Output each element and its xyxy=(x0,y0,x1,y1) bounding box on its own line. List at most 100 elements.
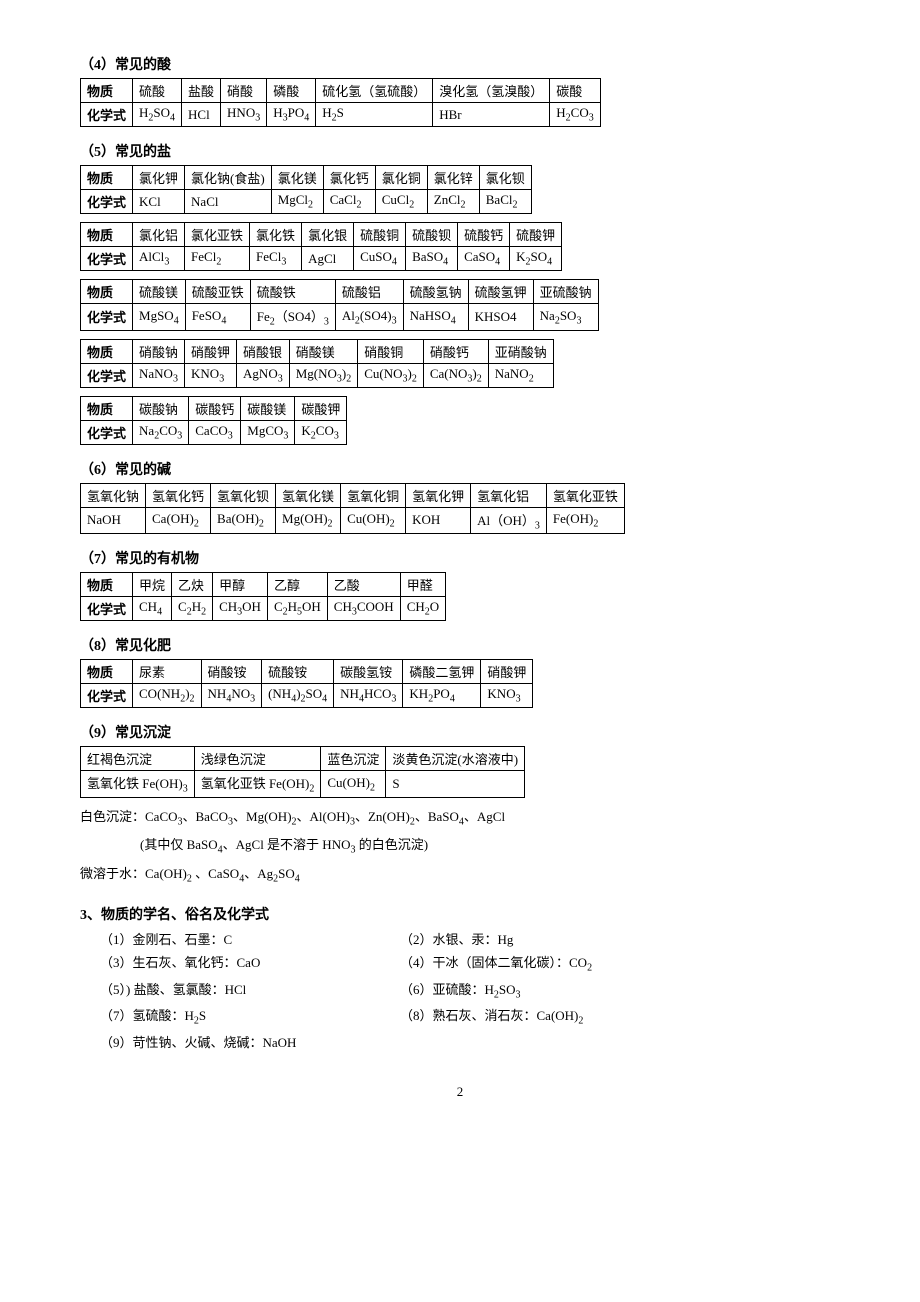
substance-name: 甲醛 xyxy=(400,573,445,597)
substance-name: 氢氧化钡 xyxy=(211,483,276,507)
chemical-formula: NaOH xyxy=(81,507,146,534)
row-head: 物质 xyxy=(81,223,133,247)
substance-name: 硫酸铝 xyxy=(335,280,403,304)
precipitate-formula: Cu(OH)2 xyxy=(321,771,386,798)
substance-name: 氢氧化钙 xyxy=(146,483,211,507)
row-head: 化学式 xyxy=(81,304,133,331)
names-left: （9）苛性钠、火碱、烧碱：NaOH xyxy=(80,1031,400,1054)
row-head: 物质 xyxy=(81,166,133,190)
row-head: 物质 xyxy=(81,339,133,363)
row-head: 物质 xyxy=(81,79,133,103)
row-head: 物质 xyxy=(81,573,133,597)
section5-table-3: 物质硝酸钠硝酸钾硝酸银硝酸镁硝酸铜硝酸钙亚硝酸钠化学式NaNO3KNO3AgNO… xyxy=(80,339,554,388)
section7-table: 物质甲烷乙炔甲醇乙醇乙酸甲醛化学式CH4C2H2CH3OHC2H5OHCH3CO… xyxy=(80,572,446,621)
section8-title: （8）常见化肥 xyxy=(80,635,840,655)
substance-name: 氯化银 xyxy=(302,223,354,247)
row-head: 物质 xyxy=(81,660,133,684)
substance-name: 硝酸钾 xyxy=(185,339,237,363)
chemical-formula: C2H2 xyxy=(172,597,213,621)
chemical-formula: Fe2（SO4）3 xyxy=(250,304,335,331)
chemical-formula: Al（OH）3 xyxy=(471,507,547,534)
chemical-formula: FeCl3 xyxy=(250,247,302,271)
substance-name: 硫酸钡 xyxy=(406,223,458,247)
names-row: （1）金刚石、石墨：C（2）水银、汞：Hg xyxy=(80,928,840,951)
substance-name: 乙炔 xyxy=(172,573,213,597)
white-precipitate-line: 白色沉淀：CaCO3、BaCO3、Mg(OH)2、Al(OH)3、Zn(OH)2… xyxy=(80,806,840,831)
substance-name: 氯化铁 xyxy=(250,223,302,247)
row-head: 化学式 xyxy=(81,597,133,621)
chemical-formula: CO(NH2)2 xyxy=(133,684,202,708)
names-row: （5）) 盐酸、氢氯酸：HCl（6）亚硫酸：H2SO3 xyxy=(80,978,840,1005)
chemical-formula: CaCl2 xyxy=(323,190,375,214)
substance-name: 碳酸 xyxy=(550,79,600,103)
chemical-formula: CuSO4 xyxy=(354,247,406,271)
section6-title: （6）常见的碱 xyxy=(80,459,840,479)
names-right: （2）水银、汞：Hg xyxy=(400,928,513,951)
chemical-formula: BaCl2 xyxy=(479,190,531,214)
row-head: 化学式 xyxy=(81,190,133,214)
chemical-formula: C2H5OH xyxy=(267,597,327,621)
substance-name: 氯化钾 xyxy=(133,166,185,190)
slightly-soluble-line: 微溶于水：Ca(OH)2 、CaSO4、Ag2SO4 xyxy=(80,863,840,888)
names-right: （4）干冰（固体二氧化碳）：CO2 xyxy=(400,951,592,978)
chemical-formula: Ca(NO3)2 xyxy=(423,363,488,387)
chemical-formula: FeCl2 xyxy=(185,247,250,271)
chemical-formula: H3PO4 xyxy=(267,103,316,127)
row-head: 化学式 xyxy=(81,363,133,387)
chemical-formula: FeSO4 xyxy=(185,304,250,331)
chemical-formula: KNO3 xyxy=(185,363,237,387)
substance-name: 溴化氢（氢溴酸） xyxy=(433,79,550,103)
substance-name: 氯化锌 xyxy=(427,166,479,190)
precipitate-color: 浅绿色沉淀 xyxy=(194,747,321,771)
substance-name: 硫酸氢钾 xyxy=(468,280,533,304)
row-head: 化学式 xyxy=(81,684,133,708)
substance-name: 氯化铜 xyxy=(375,166,427,190)
chemical-formula: H2S xyxy=(316,103,433,127)
chemical-formula: Mg(OH)2 xyxy=(276,507,341,534)
chemical-formula: H2CO3 xyxy=(550,103,600,127)
substance-name: 硝酸银 xyxy=(237,339,290,363)
precipitate-color: 红褐色沉淀 xyxy=(81,747,195,771)
substance-name: 硫酸钙 xyxy=(458,223,510,247)
row-head: 物质 xyxy=(81,396,133,420)
substance-name: 硝酸钙 xyxy=(423,339,488,363)
substance-name: 碳酸钠 xyxy=(133,396,189,420)
section7-title: （7）常见的有机物 xyxy=(80,548,840,568)
chemical-formula: Ca(OH)2 xyxy=(146,507,211,534)
chemical-formula: HCl xyxy=(182,103,221,127)
substance-name: 尿素 xyxy=(133,660,202,684)
substance-name: 硫酸氢钠 xyxy=(403,280,468,304)
substance-name: 氢氧化铜 xyxy=(341,483,406,507)
substance-name: 硫酸铁 xyxy=(250,280,335,304)
names-left: （1）金刚石、石墨：C xyxy=(80,928,400,951)
chemical-formula: MgCl2 xyxy=(271,190,323,214)
substance-name: 亚硫酸钠 xyxy=(533,280,598,304)
chemical-formula: Ba(OH)2 xyxy=(211,507,276,534)
substance-name: 氯化亚铁 xyxy=(185,223,250,247)
substance-name: 氢氧化铝 xyxy=(471,483,547,507)
section9-title: （9）常见沉淀 xyxy=(80,722,840,742)
substance-name: 硝酸镁 xyxy=(289,339,358,363)
chemical-formula: (NH4)2SO4 xyxy=(262,684,334,708)
substance-name: 硝酸铜 xyxy=(358,339,424,363)
chemical-formula: NaHSO4 xyxy=(403,304,468,331)
substance-name: 硫酸铵 xyxy=(262,660,334,684)
row-head: 物质 xyxy=(81,280,133,304)
chemical-formula: NH4HCO3 xyxy=(334,684,403,708)
chemical-formula: KHSO4 xyxy=(468,304,533,331)
chemical-formula: ZnCl2 xyxy=(427,190,479,214)
chemical-formula: NaCl xyxy=(185,190,272,214)
chemical-formula: NaNO3 xyxy=(133,363,185,387)
substance-name: 亚硝酸钠 xyxy=(488,339,553,363)
chemical-formula: NaNO2 xyxy=(488,363,553,387)
names-right: （8）熟石灰、消石灰：Ca(OH)2 xyxy=(400,1004,583,1031)
names-title: 3、物质的学名、俗名及化学式 xyxy=(80,904,840,924)
chemical-formula: BaSO4 xyxy=(406,247,458,271)
names-row: （3）生石灰、氧化钙：CaO（4）干冰（固体二氧化碳）：CO2 xyxy=(80,951,840,978)
chemical-formula: KNO3 xyxy=(481,684,533,708)
section5-table-4: 物质碳酸钠碳酸钙碳酸镁碳酸钾化学式Na2CO3CaCO3MgCO3K2CO3 xyxy=(80,396,347,445)
row-head: 化学式 xyxy=(81,103,133,127)
substance-name: 甲醇 xyxy=(213,573,268,597)
chemical-formula: Mg(NO3)2 xyxy=(289,363,358,387)
chemical-formula: CuCl2 xyxy=(375,190,427,214)
